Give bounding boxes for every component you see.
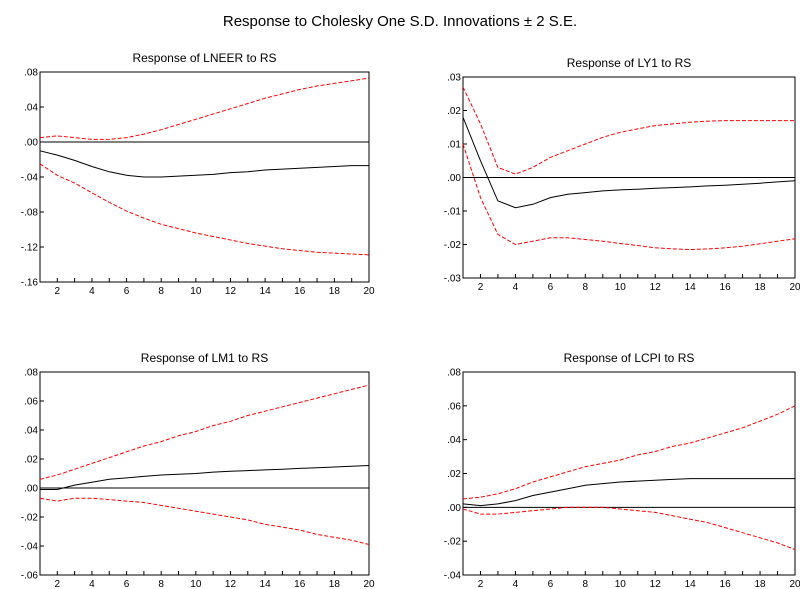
plot-frame bbox=[39, 371, 370, 576]
series-line-upper bbox=[39, 77, 370, 140]
y-tick-label: .00 bbox=[447, 503, 461, 514]
series-line-upper bbox=[462, 405, 796, 500]
x-tick-label: 4 bbox=[89, 579, 95, 589]
series-line-lower bbox=[462, 506, 796, 551]
panel-1: Response of LNEER to RS .08 .04 .00 -.04 -.08… bbox=[21, 51, 375, 297]
panel-2: Response of LY1 to RS .03 .02 .01 .00 -.01 -.0… bbox=[444, 56, 800, 293]
y-tick-label: .04 bbox=[447, 435, 461, 446]
y-tick-label: .03 bbox=[447, 73, 461, 84]
y-tick-label: -.06 bbox=[21, 571, 39, 582]
series-line-upper bbox=[39, 384, 370, 480]
series-line-lower bbox=[39, 163, 370, 256]
panel-title: Response of LM1 to RS bbox=[141, 351, 268, 365]
y-tick-label: .02 bbox=[447, 106, 461, 117]
y-tick-label: -.01 bbox=[444, 207, 462, 218]
figure-title: Response to Cholesky One S.D. Innovation… bbox=[223, 13, 577, 30]
y-tick-label: -.02 bbox=[21, 513, 39, 524]
x-tick-label: 10 bbox=[190, 579, 202, 589]
y-tick-label: .06 bbox=[24, 397, 38, 408]
x-tick-label: 18 bbox=[329, 286, 341, 297]
x-tick-label: 18 bbox=[754, 282, 766, 293]
y-tick-label: -.02 bbox=[444, 537, 462, 548]
y-tick-label: .08 bbox=[24, 68, 38, 79]
y-tick-label: .01 bbox=[447, 140, 461, 151]
y-tick-label: .08 bbox=[447, 368, 461, 379]
y-tick-label: -.04 bbox=[21, 173, 39, 184]
x-tick-label: 2 bbox=[55, 579, 61, 589]
x-tick-label: 16 bbox=[294, 579, 306, 589]
x-tick-label: 8 bbox=[583, 282, 589, 293]
x-tick-label: 6 bbox=[124, 286, 130, 297]
series-line-response bbox=[462, 117, 796, 209]
x-tick-label: 14 bbox=[685, 579, 697, 589]
series-line-response bbox=[40, 465, 370, 490]
x-tick-label: 6 bbox=[548, 282, 554, 293]
x-tick-label: 14 bbox=[685, 282, 697, 293]
panels: Response of LNEER to RS .08 .04 .00 -.04 -.08… bbox=[21, 51, 800, 589]
x-tick-label: 4 bbox=[513, 282, 519, 293]
x-tick-label: 16 bbox=[720, 579, 732, 589]
series-line-response bbox=[39, 150, 369, 178]
x-tick-label: 20 bbox=[789, 579, 800, 589]
y-tick-label: -.12 bbox=[21, 243, 39, 254]
x-tick-label: 12 bbox=[650, 579, 662, 589]
y-tick-label: -.16 bbox=[21, 278, 39, 289]
x-tick-label: 8 bbox=[583, 579, 589, 589]
x-tick-label: 16 bbox=[720, 282, 732, 293]
panel-title: Response of LCPI to RS bbox=[564, 351, 695, 365]
panel-title: Response of LNEER to RS bbox=[132, 51, 276, 65]
y-tick-label: .02 bbox=[447, 469, 461, 480]
x-tick-label: 14 bbox=[260, 579, 272, 589]
y-tick-label: -.04 bbox=[21, 542, 39, 553]
x-tick-label: 20 bbox=[789, 282, 800, 293]
x-tick-label: 10 bbox=[615, 579, 627, 589]
y-tick-label: .04 bbox=[24, 426, 38, 437]
x-tick-label: 8 bbox=[158, 579, 164, 589]
x-tick-label: 4 bbox=[89, 286, 95, 297]
x-tick-label: 12 bbox=[225, 579, 237, 589]
x-tick-label: 2 bbox=[478, 579, 484, 589]
x-tick-label: 16 bbox=[294, 286, 306, 297]
x-tick-label: 2 bbox=[55, 286, 61, 297]
x-tick-label: 2 bbox=[478, 282, 484, 293]
x-tick-label: 10 bbox=[615, 282, 627, 293]
x-tick-label: 20 bbox=[363, 286, 375, 297]
panel-4: Response of LCPI to RS .08 .06 .04 .02 .00 -.0… bbox=[444, 351, 800, 589]
x-tick-label: 18 bbox=[754, 579, 766, 589]
y-tick-label: .00 bbox=[447, 173, 461, 184]
series-line-lower bbox=[462, 143, 796, 251]
y-tick-label: -.08 bbox=[21, 208, 39, 219]
plot-frame bbox=[462, 371, 796, 576]
y-tick-label: .06 bbox=[447, 401, 461, 412]
x-tick-label: 14 bbox=[260, 286, 272, 297]
y-tick-label: .04 bbox=[24, 103, 38, 114]
x-tick-label: 4 bbox=[513, 579, 519, 589]
panel-title: Response of LY1 to RS bbox=[567, 56, 692, 70]
x-tick-label: 20 bbox=[363, 579, 375, 589]
panel-3: Response of LM1 to RS .08 .06 .04 .02 .00 -.02… bbox=[21, 351, 375, 589]
x-tick-label: 10 bbox=[190, 286, 202, 297]
y-tick-label: -.04 bbox=[444, 571, 462, 582]
x-tick-label: 6 bbox=[548, 579, 554, 589]
y-tick-label: .08 bbox=[24, 368, 38, 379]
y-tick-label: -.03 bbox=[444, 274, 462, 285]
y-tick-label: .00 bbox=[24, 138, 38, 149]
x-tick-label: 8 bbox=[158, 286, 164, 297]
series-line-response bbox=[462, 478, 795, 507]
x-tick-label: 12 bbox=[225, 286, 237, 297]
y-tick-label: -.02 bbox=[444, 240, 462, 251]
y-tick-label: .02 bbox=[24, 455, 38, 466]
series-line-lower bbox=[39, 497, 370, 545]
x-tick-label: 12 bbox=[650, 282, 662, 293]
plot-frame bbox=[39, 71, 370, 283]
x-tick-label: 18 bbox=[329, 579, 341, 589]
series-line-upper bbox=[462, 86, 795, 175]
x-tick-label: 6 bbox=[124, 579, 130, 589]
y-tick-label: .00 bbox=[24, 484, 38, 495]
